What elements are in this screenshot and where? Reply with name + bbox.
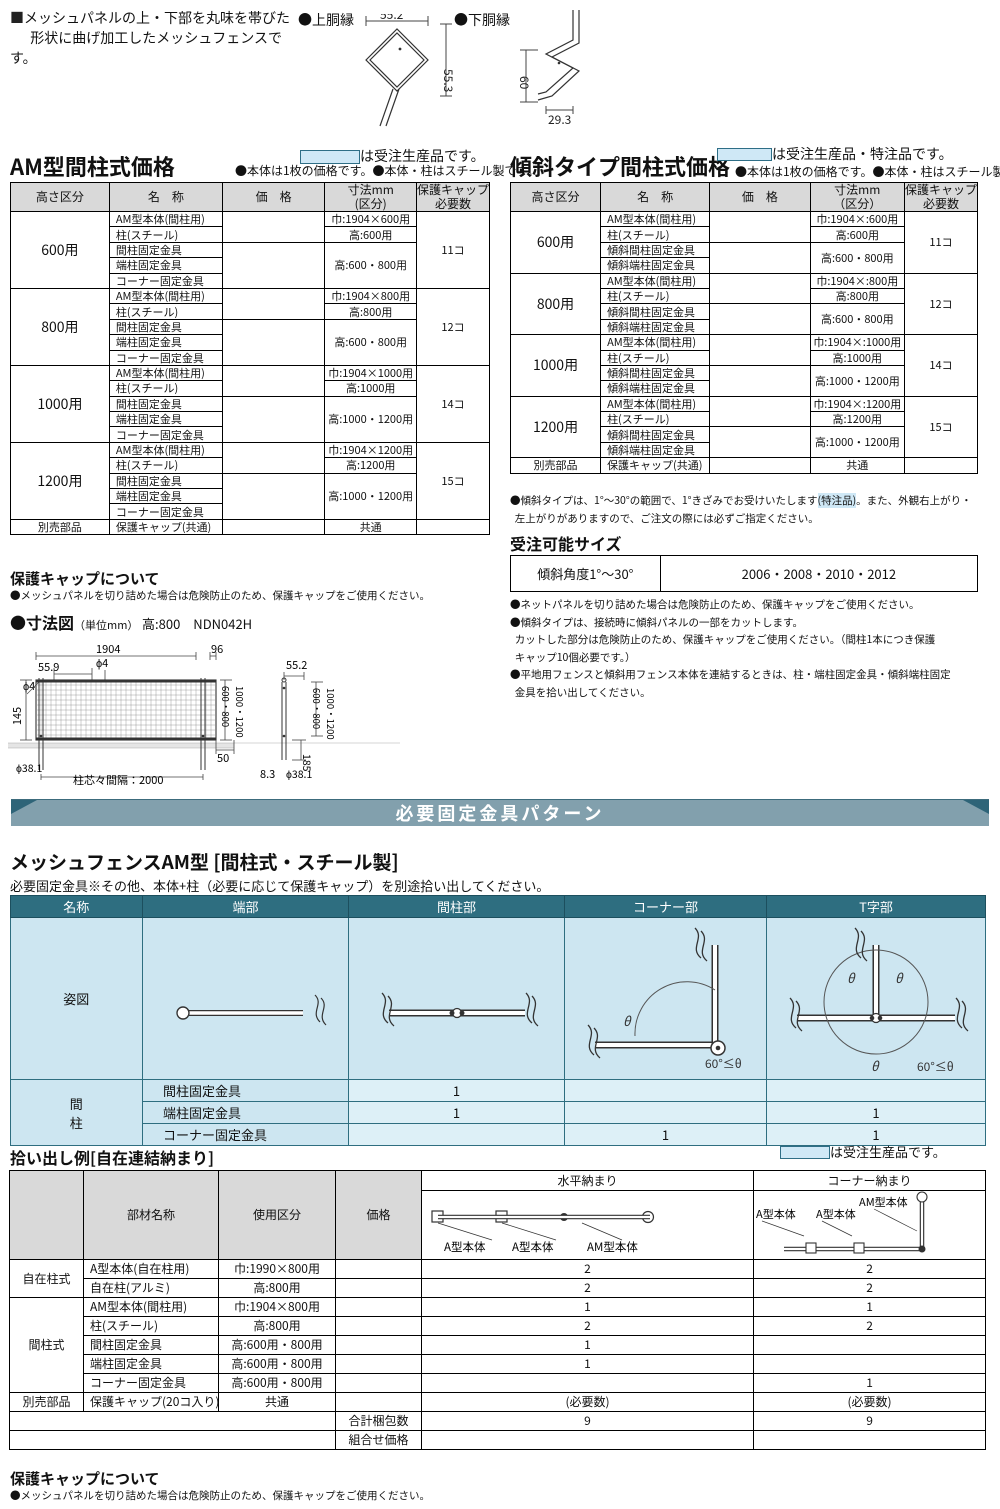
svg-text:600・800: 600・800: [310, 688, 324, 729]
svg-text:8.3: 8.3: [260, 766, 275, 782]
svg-text:55.9: 55.9: [38, 659, 59, 675]
svg-text:600・800: 600・800: [219, 686, 233, 727]
svg-text:55.2: 55.2: [286, 657, 307, 673]
svg-text:AM型本体: AM型本体: [587, 1239, 638, 1255]
svg-text:θ: θ: [623, 1011, 632, 1030]
svg-text:60°≤θ: 60°≤θ: [705, 1055, 742, 1072]
svg-text:A型本体: A型本体: [816, 1206, 856, 1222]
svg-text:29.3: 29.3: [548, 111, 571, 128]
svg-text:θ: θ: [895, 968, 904, 987]
svg-text:145: 145: [9, 707, 25, 725]
svg-text:185: 185: [299, 754, 314, 772]
svg-text:96: 96: [211, 641, 223, 657]
svg-text:柱芯々間隔：2000: 柱芯々間隔：2000: [73, 772, 163, 785]
svg-text:ϕ38.1: ϕ38.1: [16, 761, 42, 776]
svg-text:ϕ4: ϕ4: [96, 655, 108, 671]
svg-text:60°≤θ: 60°≤θ: [917, 1058, 954, 1075]
svg-text:1000・1200: 1000・1200: [324, 688, 338, 740]
svg-text:55.2: 55.2: [380, 14, 404, 23]
svg-text:AM型本体: AM型本体: [859, 1194, 908, 1210]
svg-text:55.3: 55.3: [440, 69, 457, 92]
svg-text:1000・1200: 1000・1200: [233, 686, 247, 738]
svg-text:A型本体: A型本体: [512, 1239, 554, 1255]
svg-text:A型本体: A型本体: [756, 1206, 796, 1222]
svg-text:50: 50: [217, 750, 229, 766]
svg-text:A型本体: A型本体: [444, 1239, 486, 1255]
svg-text:θ: θ: [871, 1056, 880, 1075]
svg-text:60: 60: [518, 76, 533, 90]
svg-text:θ: θ: [847, 968, 856, 987]
